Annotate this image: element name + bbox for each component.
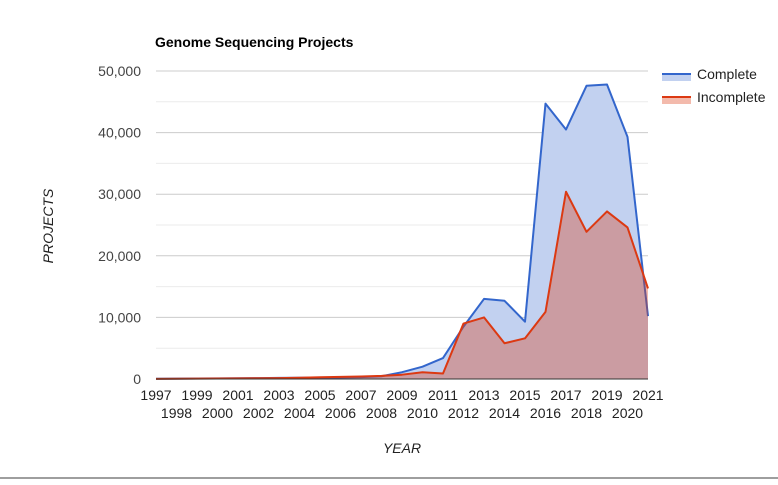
y-tick-label: 20,000 xyxy=(98,248,141,264)
series-areas xyxy=(155,83,649,380)
y-axis-label: PROJECTS xyxy=(40,188,56,263)
x-tick-label: 2010 xyxy=(407,405,438,421)
y-tick-label: 30,000 xyxy=(98,186,141,202)
x-tick-label: 2016 xyxy=(530,405,561,421)
x-tick-label: 2008 xyxy=(366,405,397,421)
y-tick-label: 40,000 xyxy=(98,125,141,141)
x-tick-label: 2013 xyxy=(468,387,499,403)
series-area-complete xyxy=(156,84,648,380)
x-tick-label: 2001 xyxy=(222,387,253,403)
gridlines xyxy=(156,70,648,380)
x-tick-label: 2011 xyxy=(428,387,458,403)
x-axis-label: YEAR xyxy=(383,440,421,456)
y-tick-label: 10,000 xyxy=(98,309,141,325)
y-axis-ticks: 0 10,000 20,000 30,000 40,000 50,000 xyxy=(98,63,141,387)
x-tick-label: 1998 xyxy=(161,405,192,421)
x-tick-label: 2004 xyxy=(284,405,315,421)
series-area-incomplete xyxy=(156,191,648,379)
x-tick-label: 1999 xyxy=(181,387,212,403)
x-tick-label: 2018 xyxy=(571,405,602,421)
x-tick-label: 1997 xyxy=(140,387,171,403)
x-tick-label: 2020 xyxy=(612,405,643,421)
x-axis-ticks: 1997 1998 1999 2000 2001 2002 2003 2004 2005 2006… xyxy=(140,387,663,421)
legend-label-complete[interactable]: Complete xyxy=(697,66,757,82)
x-tick-label: 2015 xyxy=(509,387,540,403)
chart-title: Genome Sequencing Projects xyxy=(155,34,354,50)
series-line-incomplete xyxy=(155,190,649,380)
legend: Complete Incomplete xyxy=(662,66,766,105)
x-tick-label: 2000 xyxy=(202,405,233,421)
x-tick-label: 2021 xyxy=(632,387,663,403)
x-tick-label: 2003 xyxy=(263,387,294,403)
legend-swatch-complete[interactable] xyxy=(662,74,691,81)
x-tick-label: 2019 xyxy=(591,387,622,403)
y-tick-label: 0 xyxy=(133,371,141,387)
x-tick-label: 2007 xyxy=(345,387,376,403)
legend-swatch-incomplete[interactable] xyxy=(662,97,691,104)
y-tick-label: 50,000 xyxy=(98,63,141,79)
x-tick-label: 2017 xyxy=(550,387,581,403)
bottom-divider xyxy=(0,477,778,479)
x-tick-label: 2005 xyxy=(304,387,335,403)
x-tick-label: 2009 xyxy=(386,387,417,403)
legend-label-incomplete[interactable]: Incomplete xyxy=(697,89,766,105)
x-tick-label: 2002 xyxy=(243,405,274,421)
x-tick-label: 2012 xyxy=(448,405,479,421)
x-tick-label: 2006 xyxy=(325,405,356,421)
x-tick-label: 2014 xyxy=(489,405,520,421)
